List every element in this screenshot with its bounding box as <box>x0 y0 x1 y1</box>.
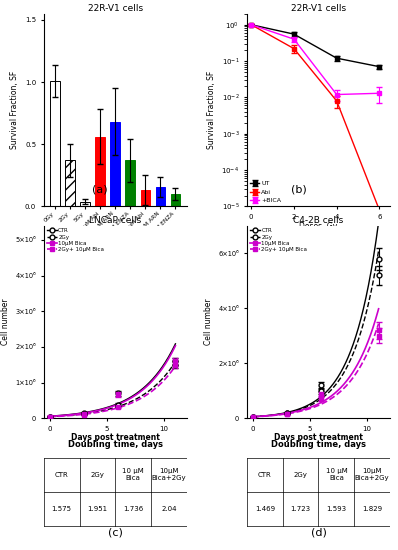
Bar <box>140 190 150 206</box>
Text: 10μM
Bica+2Gy: 10μM Bica+2Gy <box>152 468 186 481</box>
Text: Doubling time, days: Doubling time, days <box>271 441 366 449</box>
Y-axis label: Cell number: Cell number <box>1 299 10 345</box>
Y-axis label: Survival Fraction, SF: Survival Fraction, SF <box>10 71 20 149</box>
Legend: UT, Abi, +BICA: UT, Abi, +BICA <box>250 181 281 204</box>
Bar <box>65 161 75 206</box>
Legend: CTR, 2Gy, 10μM Bica, 2Gy+ 10μM Bica: CTR, 2Gy, 10μM Bica, 2Gy+ 10μM Bica <box>47 228 104 252</box>
Text: 1.736: 1.736 <box>123 506 143 512</box>
Text: 1.469: 1.469 <box>255 506 275 512</box>
X-axis label: Doses, Gy: Doses, Gy <box>299 222 338 230</box>
Y-axis label: Cell number: Cell number <box>204 299 213 345</box>
X-axis label: Days post treatment: Days post treatment <box>71 433 160 442</box>
Bar <box>80 201 90 206</box>
Text: (a): (a) <box>92 185 107 195</box>
Text: CTR: CTR <box>258 472 272 478</box>
Legend: CTR, 2Gy, 10μM Bica, 2Gy+ 10μM Bica: CTR, 2Gy, 10μM Bica, 2Gy+ 10μM Bica <box>250 228 307 252</box>
Title: C4-2B cells: C4-2B cells <box>293 216 343 225</box>
Text: 1.951: 1.951 <box>88 506 107 512</box>
Text: 2Gy: 2Gy <box>90 472 104 478</box>
Bar <box>156 186 165 206</box>
Text: Doubling time, days: Doubling time, days <box>68 441 163 449</box>
Text: 1.575: 1.575 <box>52 506 72 512</box>
Bar <box>50 81 60 206</box>
Bar <box>171 194 180 206</box>
Title: LNCaP cells: LNCaP cells <box>89 216 141 225</box>
Bar <box>125 161 135 206</box>
Text: (b): (b) <box>291 185 306 195</box>
Y-axis label: Survival Fraction, SF: Survival Fraction, SF <box>207 71 216 149</box>
Text: (c): (c) <box>108 528 123 538</box>
Title: 22R-V1 cells: 22R-V1 cells <box>291 4 346 13</box>
Text: 1.593: 1.593 <box>326 506 346 512</box>
Text: 10μM
Bica+2Gy: 10μM Bica+2Gy <box>355 468 390 481</box>
Text: 10 μM
Bica: 10 μM Bica <box>122 468 144 481</box>
Text: 2.04: 2.04 <box>161 506 177 512</box>
Bar <box>96 137 105 206</box>
X-axis label: Days post treatment: Days post treatment <box>274 433 363 442</box>
Text: (d): (d) <box>310 528 326 538</box>
Text: CTR: CTR <box>55 472 68 478</box>
Text: 2Gy: 2Gy <box>294 472 308 478</box>
Text: 10 μM
Bica: 10 μM Bica <box>326 468 347 481</box>
Text: 1.829: 1.829 <box>362 506 382 512</box>
Bar <box>110 122 120 206</box>
Text: 1.723: 1.723 <box>291 506 311 512</box>
Title: 22R-V1 cells: 22R-V1 cells <box>88 4 143 13</box>
